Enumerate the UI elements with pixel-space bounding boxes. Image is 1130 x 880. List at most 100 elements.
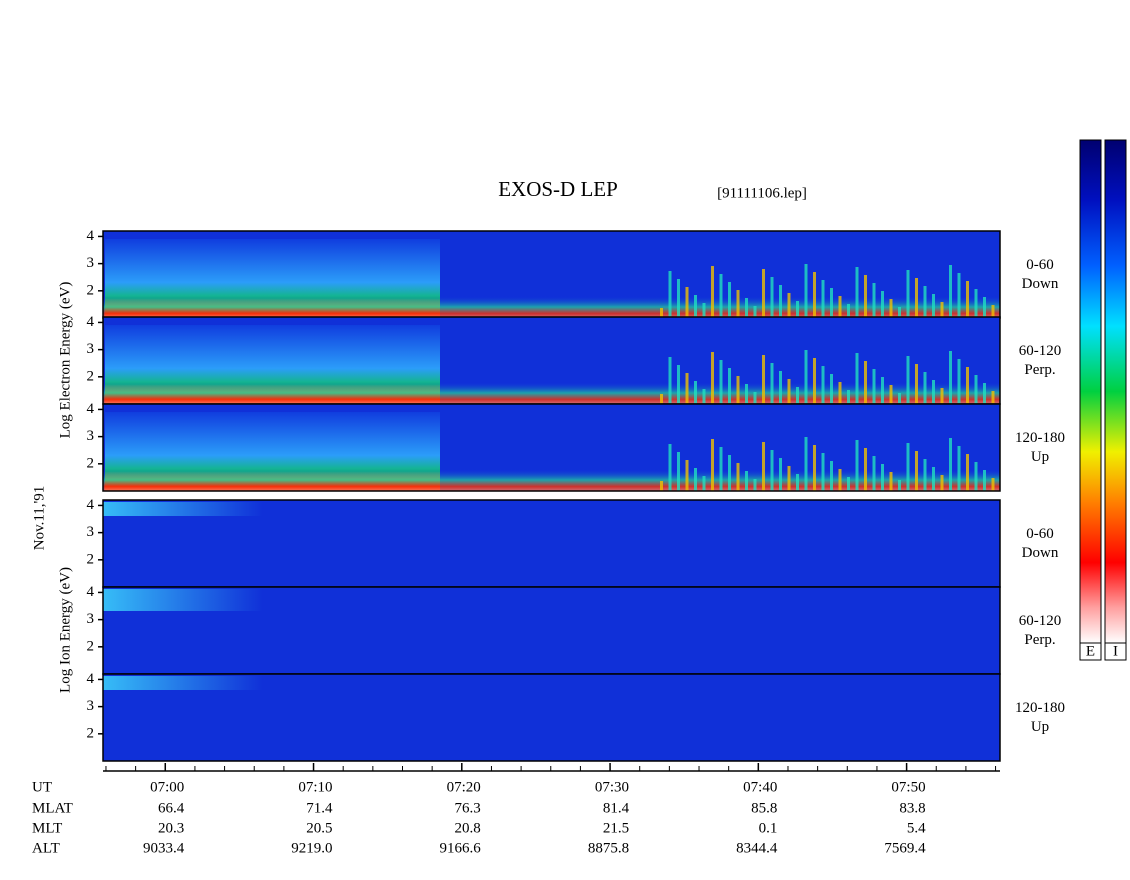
burst bbox=[753, 392, 757, 404]
burst bbox=[855, 353, 859, 404]
burst bbox=[736, 290, 740, 318]
burst bbox=[728, 368, 731, 404]
burst bbox=[677, 452, 680, 491]
y-tick-label: 4 bbox=[87, 584, 95, 600]
y-label: Log Ion Energy (eV) bbox=[57, 567, 73, 693]
burst bbox=[728, 455, 731, 491]
y-label: Log Electron Energy (eV) bbox=[57, 282, 73, 439]
panel-sublabel: Up bbox=[1031, 719, 1049, 735]
y-tick-label: 2 bbox=[87, 368, 95, 384]
burst bbox=[762, 269, 765, 318]
burst bbox=[847, 390, 850, 404]
burst bbox=[957, 446, 961, 491]
panel-label: 0-60 bbox=[1026, 526, 1054, 542]
burst bbox=[881, 377, 884, 404]
y-tick-label: 4 bbox=[87, 497, 95, 513]
burst bbox=[694, 381, 697, 404]
low-energy-band bbox=[103, 469, 1000, 491]
burst bbox=[898, 307, 901, 318]
burst bbox=[821, 453, 825, 491]
table-value: 9033.4 bbox=[143, 840, 185, 856]
burst bbox=[940, 388, 944, 404]
burst bbox=[983, 470, 986, 491]
burst bbox=[804, 264, 808, 318]
burst bbox=[702, 303, 706, 318]
burst bbox=[660, 481, 663, 491]
burst bbox=[889, 385, 893, 404]
table-value: 9219.0 bbox=[291, 840, 332, 856]
panel-sublabel: Up bbox=[1031, 449, 1049, 465]
burst bbox=[830, 288, 833, 318]
panel-label: 60-120 bbox=[1019, 343, 1062, 359]
file-name: [91111106.lep] bbox=[717, 185, 807, 201]
y-tick-label: 2 bbox=[87, 282, 95, 298]
x-tick-label: 07:40 bbox=[743, 779, 777, 795]
burst bbox=[753, 306, 757, 318]
burst bbox=[991, 478, 995, 491]
burst bbox=[932, 294, 935, 318]
burst bbox=[838, 469, 842, 491]
table-value: 20.5 bbox=[306, 820, 332, 836]
burst bbox=[915, 451, 918, 491]
table-value: 66.4 bbox=[158, 800, 185, 816]
colorbar-label: E bbox=[1086, 643, 1095, 659]
x-tick-label: 07:50 bbox=[891, 779, 925, 795]
burst bbox=[694, 468, 697, 491]
burst bbox=[983, 297, 986, 318]
low-energy-band bbox=[103, 382, 1000, 404]
burst bbox=[745, 471, 748, 491]
burst bbox=[796, 301, 799, 318]
panel-sublabel: Perp. bbox=[1024, 362, 1055, 378]
colorbar bbox=[1104, 139, 1127, 644]
burst bbox=[668, 357, 672, 404]
y-tick-label: 2 bbox=[87, 638, 95, 654]
table-value: 7569.4 bbox=[884, 840, 926, 856]
y-tick-label: 2 bbox=[87, 455, 95, 471]
burst bbox=[949, 438, 952, 491]
table-value: 71.4 bbox=[306, 800, 333, 816]
burst bbox=[796, 387, 799, 404]
burst bbox=[906, 270, 910, 318]
low-energy-band bbox=[103, 296, 1000, 318]
burst bbox=[719, 274, 723, 318]
burst bbox=[974, 375, 978, 404]
panel-frame bbox=[102, 403, 1001, 492]
burst bbox=[813, 445, 816, 491]
ion-flux bbox=[103, 676, 263, 690]
burst bbox=[915, 278, 918, 318]
burst bbox=[821, 366, 825, 404]
burst bbox=[685, 373, 689, 404]
burst bbox=[838, 382, 842, 404]
burst bbox=[864, 361, 867, 404]
burst bbox=[779, 371, 782, 404]
burst bbox=[762, 355, 765, 404]
burst bbox=[889, 299, 893, 318]
burst bbox=[719, 447, 723, 491]
panel-label: 120-180 bbox=[1015, 430, 1065, 446]
y-tick-label: 4 bbox=[87, 314, 95, 330]
panel-sublabel: Perp. bbox=[1024, 632, 1055, 648]
burst bbox=[864, 275, 867, 318]
burst bbox=[685, 460, 689, 491]
burst bbox=[804, 437, 808, 491]
table-value: 8875.8 bbox=[588, 840, 629, 856]
burst bbox=[949, 351, 952, 404]
burst bbox=[753, 479, 757, 491]
x-tick-label: 07:20 bbox=[447, 779, 481, 795]
burst bbox=[915, 364, 918, 404]
table-value: 76.3 bbox=[455, 800, 481, 816]
burst bbox=[898, 393, 901, 404]
burst bbox=[872, 456, 876, 491]
burst bbox=[677, 279, 680, 318]
burst bbox=[940, 475, 944, 491]
burst bbox=[787, 293, 791, 318]
burst bbox=[779, 458, 782, 491]
burst bbox=[685, 287, 689, 318]
burst bbox=[821, 280, 825, 318]
colorbar-label: I bbox=[1113, 643, 1118, 659]
burst bbox=[770, 277, 774, 318]
table-value: 9166.6 bbox=[440, 840, 482, 856]
burst bbox=[898, 480, 901, 491]
burst bbox=[906, 356, 910, 404]
table-value: 21.5 bbox=[603, 820, 629, 836]
